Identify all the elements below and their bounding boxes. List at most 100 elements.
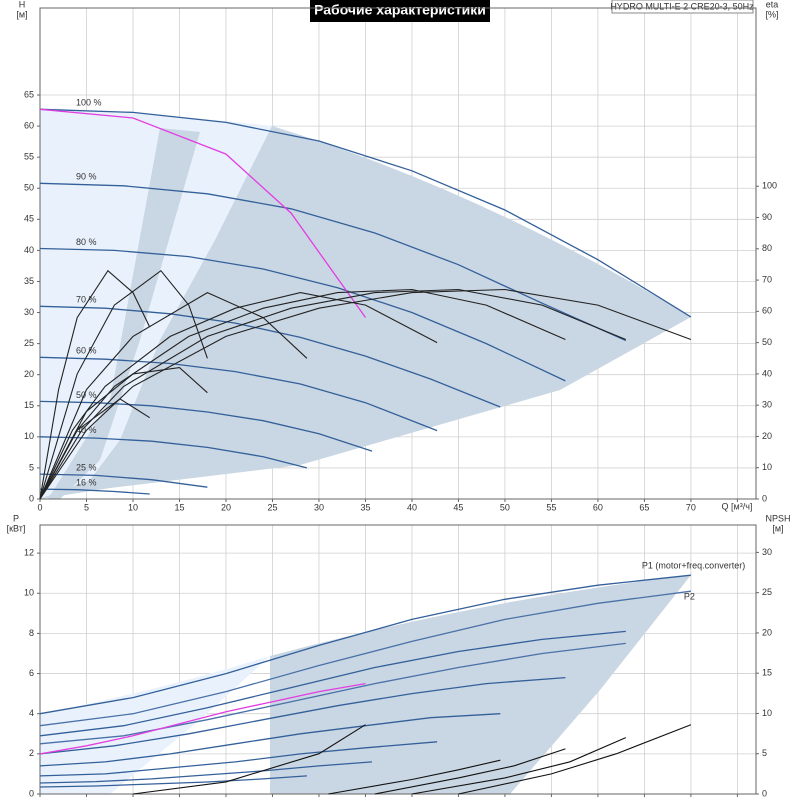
curve (39, 642, 626, 745)
curve (39, 269, 208, 500)
y-tick-label: 8 (29, 628, 34, 638)
y-tick-label: 0 (29, 788, 34, 798)
x-tick-label: 40 (407, 502, 417, 512)
series-label: 70 % (76, 295, 97, 305)
series-label: P1 (motor+freq.converter) (642, 561, 745, 571)
curve (39, 291, 308, 500)
curve (458, 724, 692, 795)
series-label: 50 % (76, 390, 97, 400)
y-tick-label: 25 (24, 338, 34, 348)
y2-tick-label: 70 (762, 274, 772, 284)
curve (39, 305, 501, 408)
y2-tick-label: 40 (762, 368, 772, 378)
series-label: 80 % (76, 237, 97, 247)
curve (39, 288, 566, 500)
y-tick-label: 65 (24, 89, 34, 99)
y-tick-label: 5 (29, 462, 34, 472)
curve (39, 400, 373, 452)
x-tick-label: 35 (360, 502, 370, 512)
y-tick-label: 0 (29, 493, 34, 503)
y-tick-label: 10 (24, 588, 34, 598)
x-tick-label: 10 (128, 502, 138, 512)
curve (39, 269, 151, 500)
model-label: HYDRO MULTI-E 2 CRE20-3, 50Hz (610, 1, 754, 11)
curve (39, 590, 691, 727)
curve (39, 713, 501, 767)
curve (39, 436, 308, 469)
y-tick-label: 4 (29, 708, 34, 718)
curve (39, 775, 307, 788)
y-tick-label: 60 (24, 120, 34, 130)
series-label: 60 % (76, 346, 97, 356)
y2-tick-label: 100 (762, 181, 777, 191)
y2-tick-label: 20 (762, 431, 772, 441)
y-tick-label: 20 (24, 369, 34, 379)
y-axis-unit: [м] (16, 9, 27, 19)
y2-tick-label: 30 (762, 400, 772, 410)
x-tick-label: 30 (314, 502, 324, 512)
curve (39, 761, 373, 784)
x-tick-label: 55 (546, 502, 556, 512)
y2-tick-label: 10 (762, 462, 772, 472)
x-tick-label: 65 (639, 502, 649, 512)
y2-tick-label: 0 (762, 788, 767, 798)
title-box (310, 0, 490, 22)
x-tick-label: 0 (37, 502, 42, 512)
y2-tick-label: 60 (762, 306, 772, 316)
curve (132, 724, 366, 795)
y-axis-label: P (13, 513, 19, 523)
y-tick-label: 35 (24, 276, 34, 286)
curve (39, 682, 366, 755)
x-axis-label: Q [м³/ч] (722, 501, 753, 511)
curve (39, 398, 150, 500)
y2-tick-label: 10 (762, 708, 772, 718)
series-label: 25 % (76, 463, 97, 473)
curve (39, 292, 438, 500)
y2-tick-label: 90 (762, 212, 772, 222)
y-tick-label: 50 (24, 183, 34, 193)
curve (39, 108, 692, 318)
plot-frame (39, 524, 757, 795)
curve (39, 356, 438, 432)
plot-frame (39, 7, 757, 500)
y2-tick-label: 0 (762, 493, 767, 503)
chart-title: Рабочие характеристики (314, 2, 486, 18)
y2-axis-unit: [м] (772, 523, 783, 533)
series-label: 90 % (76, 172, 97, 182)
y-axis-label: H (19, 0, 26, 9)
y-axis-unit: [кВт] (7, 523, 26, 533)
y-tick-label: 55 (24, 152, 34, 162)
x-tick-label: 15 (174, 502, 184, 512)
x-tick-label: 20 (221, 502, 231, 512)
y2-tick-label: 15 (762, 668, 772, 678)
series-label: 16 % (76, 477, 97, 487)
curve (39, 473, 208, 488)
y-tick-label: 2 (29, 748, 34, 758)
y-tick-label: 12 (24, 547, 34, 557)
y2-axis-unit: [%] (765, 9, 778, 19)
curve (39, 676, 566, 755)
x-tick-label: 25 (267, 502, 277, 512)
y-tick-label: 30 (24, 307, 34, 317)
range-shade-wedge (48, 128, 200, 499)
y-tick-label: 10 (24, 431, 34, 441)
y-tick-label: 6 (29, 668, 34, 678)
y2-axis-label: eta (766, 0, 779, 9)
curve (374, 748, 566, 795)
curve (411, 737, 627, 795)
curve (39, 488, 150, 495)
curve (39, 741, 438, 777)
series-label: P2 (684, 592, 695, 602)
curve (39, 288, 692, 500)
x-tick-label: 50 (500, 502, 510, 512)
x-tick-label: 5 (84, 502, 89, 512)
x-tick-label: 60 (593, 502, 603, 512)
curve (39, 574, 691, 715)
curve (39, 247, 566, 382)
curve (39, 630, 626, 737)
x-tick-label: 70 (686, 502, 696, 512)
y2-tick-label: 80 (762, 243, 772, 253)
range-shade-light (40, 108, 272, 499)
y2-tick-label: 5 (762, 748, 767, 758)
curve (39, 182, 627, 342)
